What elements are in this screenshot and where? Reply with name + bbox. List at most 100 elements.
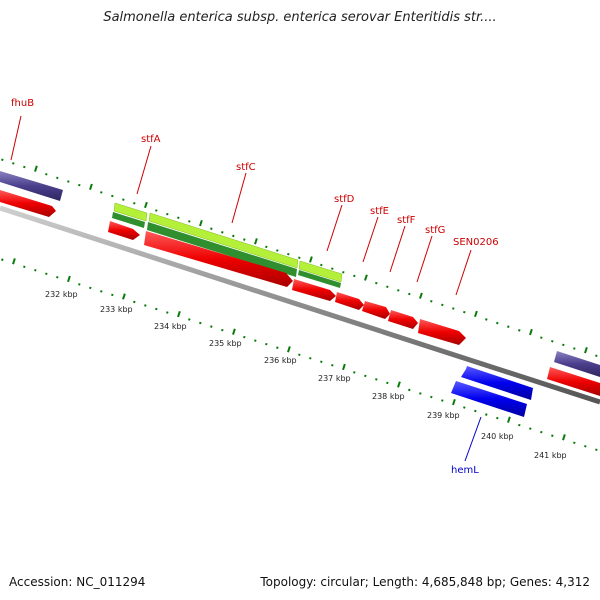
kbp-label-239: 239 kbp [427, 411, 460, 420]
kbp-label-232: 232 kbp [45, 290, 78, 299]
outer-minor-tick [78, 183, 81, 187]
outer-minor-tick [320, 263, 323, 267]
inner-minor-tick [353, 371, 356, 374]
gene-label-lines [10, 115, 482, 462]
inner-minor-tick [584, 444, 587, 448]
inner-minor-tick [474, 409, 477, 413]
gene-feature-stfC-red [144, 231, 293, 287]
kbp-labels: 232 kbp 233 kbp 234 kbp 235 kbp 236 kbp … [45, 290, 567, 460]
inner-minor-tick [298, 353, 301, 356]
outer-minor-tick [408, 292, 411, 296]
inner-minor-tick [199, 321, 202, 325]
outer-minor-tick [12, 162, 15, 165]
gene-feature-stfD-dark [298, 270, 341, 288]
inner-minor-tick [540, 430, 543, 434]
inner-minor-tick [210, 325, 213, 328]
inner-minor-tick [221, 328, 224, 332]
inner-minor-tick [320, 360, 323, 364]
inner-minor-tick [595, 448, 598, 452]
inner-minor-tick [254, 339, 257, 342]
outer-minor-tick [23, 165, 26, 169]
gene-feature-right-red [547, 367, 600, 396]
inner-minor-tick [463, 406, 466, 409]
inner-minor-tick [23, 265, 26, 268]
inner-minor-tick [243, 335, 246, 339]
gene-label-stfE: stfE [370, 206, 389, 217]
inner-major-tick [342, 363, 346, 371]
inner-minor-tick [265, 342, 268, 346]
inner-minor-tick [100, 290, 103, 293]
gene-labels: fhuB stfA stfC stfD stfE stfF stfG SEN02… [11, 98, 499, 476]
gene-feature-stfA-dark [112, 212, 145, 228]
outer-minor-tick [540, 336, 543, 339]
gene-feature-stfD-light [298, 260, 343, 283]
gene-feature-stfD-red [292, 279, 336, 301]
gene-label-stfA: stfA [141, 134, 161, 145]
outer-tick-ring [1, 158, 598, 357]
outer-minor-tick [331, 267, 334, 270]
inner-minor-tick [485, 413, 488, 416]
gene-feature-stfA-light [113, 202, 148, 222]
outer-minor-tick [45, 172, 48, 176]
outer-minor-tick [518, 329, 521, 332]
kbp-label-240: 240 kbp [481, 432, 514, 441]
inner-minor-tick [386, 381, 389, 385]
gene-label-stfF: stfF [397, 215, 416, 226]
topology-info-text: Topology: circular; Length: 4,685,848 bp… [260, 575, 590, 589]
inner-minor-tick [78, 283, 81, 286]
outer-major-tick [254, 238, 258, 245]
outer-minor-tick [353, 274, 356, 278]
inner-minor-tick [56, 276, 59, 279]
outer-major-tick [199, 219, 203, 227]
inner-major-tick [452, 398, 456, 406]
gene-feature-stfC-light [148, 212, 299, 269]
outer-major-tick [89, 183, 93, 191]
inner-minor-tick [276, 346, 279, 349]
inner-minor-tick [45, 272, 48, 276]
inner-major-tick [232, 328, 236, 335]
outer-minor-tick [463, 310, 466, 314]
inner-minor-tick [408, 388, 411, 392]
outer-minor-tick [221, 231, 224, 234]
gene-feature-hemL-lower [451, 381, 527, 417]
gene-label-stfD: stfD [334, 194, 355, 205]
inner-minor-tick [375, 378, 378, 381]
kbp-label-238: 238 kbp [372, 392, 405, 401]
kbp-label-236: 236 kbp [264, 356, 297, 365]
inner-major-tick [67, 275, 71, 283]
inner-minor-tick [419, 392, 422, 395]
outer-major-tick [309, 256, 313, 263]
kbp-label-233: 233 kbp [100, 305, 133, 314]
outer-minor-tick [375, 281, 378, 285]
outer-minor-tick [133, 202, 136, 205]
outer-minor-tick [243, 238, 246, 241]
outer-minor-tick [276, 249, 279, 252]
gene-feature-fhuB-red [0, 190, 56, 217]
inner-tick-ring [1, 258, 598, 452]
inner-minor-tick [496, 416, 499, 420]
gene-feature-stfC-dark [147, 222, 297, 277]
gene-feature-right-purple [554, 351, 600, 377]
gene-feature-SEN0206-red [418, 319, 466, 345]
inner-minor-tick [441, 399, 444, 402]
inner-minor-tick [144, 304, 147, 307]
outer-major-tick [34, 165, 38, 172]
map-title: Salmonella enterica subsp. enterica sero… [103, 10, 497, 25]
outer-minor-tick [67, 180, 70, 183]
outer-minor-tick [298, 256, 301, 259]
inner-minor-tick [155, 307, 158, 311]
outer-minor-tick [551, 339, 554, 343]
feature-tracks [0, 171, 600, 417]
kbp-label-235: 235 kbp [209, 339, 242, 348]
outer-minor-tick [507, 325, 510, 328]
outer-minor-tick [210, 227, 213, 230]
gene-label-SEN0206: SEN0206 [453, 237, 499, 248]
gene-feature-stfG-red [388, 310, 418, 329]
outer-minor-tick [441, 303, 444, 307]
inner-minor-tick [133, 300, 136, 304]
gene-label-fhuB: fhuB [11, 98, 34, 109]
inner-minor-tick [573, 441, 576, 444]
kbp-label-237: 237 kbp [318, 374, 351, 383]
outer-major-tick [364, 274, 368, 281]
